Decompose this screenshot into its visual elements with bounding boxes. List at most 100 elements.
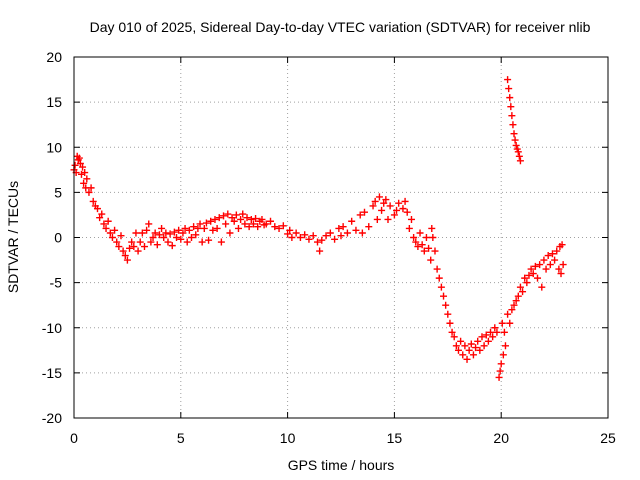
data-point — [335, 224, 343, 232]
data-point — [138, 229, 146, 237]
data-point — [548, 250, 556, 258]
data-point — [134, 247, 142, 255]
data-point — [478, 333, 486, 341]
data-point — [326, 229, 334, 237]
data-point — [151, 229, 159, 237]
data-point — [249, 220, 257, 228]
data-point — [382, 196, 390, 204]
data-point — [168, 242, 176, 250]
data-point — [162, 229, 170, 237]
data-point — [510, 301, 518, 309]
data-point — [296, 234, 304, 241]
data-point — [232, 211, 240, 219]
data-point — [83, 175, 91, 183]
data-point — [474, 337, 482, 345]
data-point — [252, 215, 260, 223]
data-point — [115, 243, 123, 251]
data-point — [395, 199, 403, 207]
data-point — [147, 238, 155, 246]
data-point — [207, 217, 215, 225]
data-point — [196, 220, 204, 228]
data-point — [559, 261, 567, 269]
data-point — [98, 210, 106, 218]
data-point — [173, 234, 181, 241]
data-point — [536, 261, 544, 269]
data-point — [484, 337, 492, 345]
data-point — [292, 229, 300, 237]
data-point — [444, 310, 452, 318]
data-point — [220, 212, 228, 220]
data-point — [505, 85, 513, 93]
data-point — [314, 238, 322, 246]
data-point — [288, 234, 296, 241]
axis-ticks: 0 5 10 15 20 25 -20 -15 -10 -5 0 5 10 15 20 — [42, 49, 616, 446]
data-point — [390, 211, 398, 219]
data-point — [230, 217, 238, 225]
data-point — [279, 222, 287, 230]
data-point — [428, 224, 436, 232]
data-point — [496, 367, 504, 375]
data-point — [121, 252, 129, 260]
data-point — [521, 274, 529, 282]
data-point — [93, 205, 101, 213]
data-point — [512, 297, 520, 305]
data-point — [175, 226, 183, 234]
data-point — [469, 351, 477, 359]
data-point — [185, 226, 193, 234]
data-point — [192, 231, 200, 239]
data-point — [491, 324, 499, 332]
y-tick-label: 5 — [54, 184, 62, 200]
data-point — [360, 208, 368, 216]
data-point — [228, 214, 236, 222]
data-point — [380, 199, 388, 207]
data-point — [558, 241, 566, 249]
data-point — [501, 342, 509, 350]
y-tick-label: 15 — [46, 94, 62, 110]
data-point — [215, 214, 223, 222]
data-point — [71, 161, 79, 169]
data-point — [508, 112, 516, 120]
data-point — [378, 206, 386, 214]
data-point — [348, 217, 356, 225]
x-tick-label: 10 — [280, 430, 296, 446]
data-point — [523, 279, 531, 287]
data-point — [337, 232, 345, 240]
data-point — [514, 292, 522, 300]
data-point — [403, 208, 411, 216]
data-point — [243, 214, 251, 222]
data-point — [546, 261, 554, 269]
data-point — [454, 346, 462, 354]
data-point — [459, 351, 467, 359]
data-point — [211, 215, 219, 223]
data-point — [267, 217, 275, 225]
data-point — [222, 220, 230, 228]
data-point — [508, 306, 516, 314]
data-point — [106, 229, 114, 237]
data-point — [108, 234, 116, 241]
data-point — [275, 224, 283, 232]
data-point — [437, 283, 445, 291]
data-point — [557, 270, 565, 278]
data-point — [316, 247, 324, 255]
data-point — [155, 231, 163, 239]
data-points — [70, 76, 567, 381]
data-point — [271, 223, 279, 231]
data-point — [497, 360, 505, 368]
data-point — [102, 224, 110, 232]
y-axis-label: SDTVAR / TECUs — [5, 181, 21, 293]
data-point — [237, 215, 245, 223]
data-point — [498, 319, 506, 327]
data-point — [200, 224, 208, 232]
data-point — [495, 373, 503, 381]
data-point — [555, 265, 563, 273]
data-point — [213, 224, 221, 232]
y-tick-label: 0 — [54, 230, 62, 246]
data-point — [183, 238, 191, 246]
data-point — [511, 136, 519, 144]
data-point — [375, 193, 383, 201]
data-point — [119, 247, 127, 255]
data-point — [241, 220, 249, 228]
data-point — [158, 224, 166, 232]
data-point — [85, 188, 93, 196]
data-point — [504, 76, 512, 84]
